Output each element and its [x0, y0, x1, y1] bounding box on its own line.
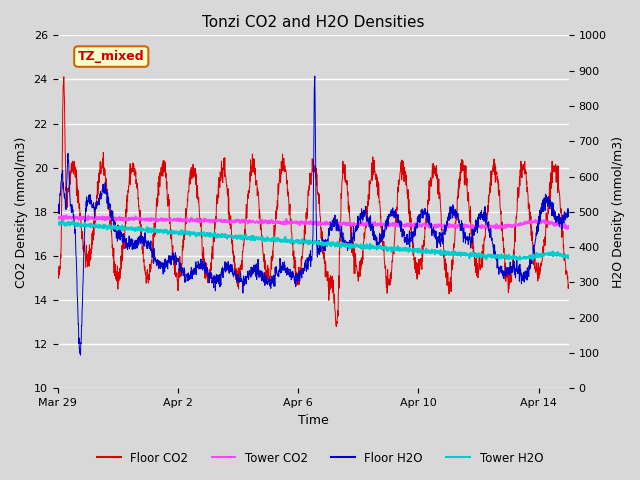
- Title: Tonzi CO2 and H2O Densities: Tonzi CO2 and H2O Densities: [202, 15, 424, 30]
- Text: TZ_mixed: TZ_mixed: [78, 50, 145, 63]
- X-axis label: Time: Time: [298, 414, 328, 427]
- Y-axis label: H2O Density (mmol/m3): H2O Density (mmol/m3): [612, 136, 625, 288]
- Legend: Floor CO2, Tower CO2, Floor H2O, Tower H2O: Floor CO2, Tower CO2, Floor H2O, Tower H…: [92, 447, 548, 469]
- Y-axis label: CO2 Density (mmol/m3): CO2 Density (mmol/m3): [15, 136, 28, 288]
